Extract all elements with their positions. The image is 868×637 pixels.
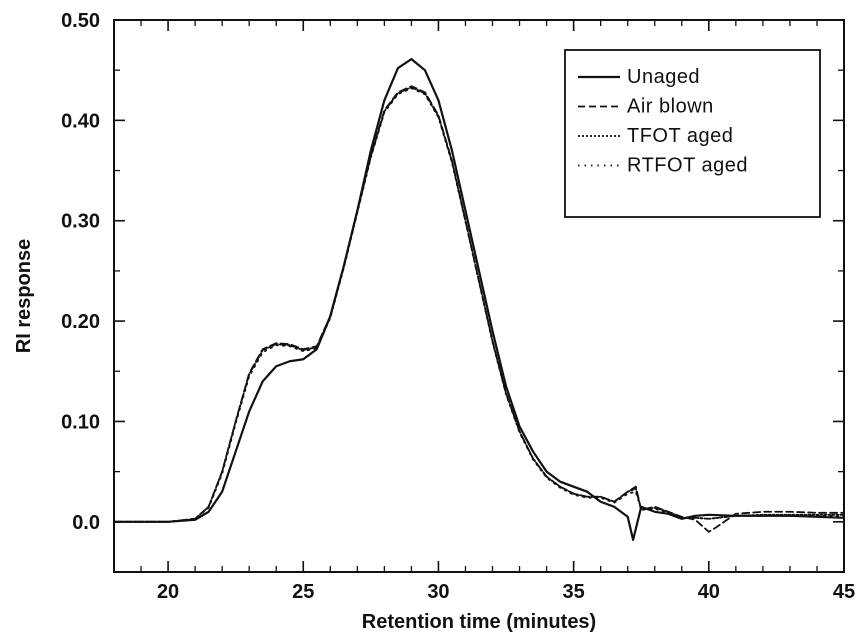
series-line-4	[113, 87, 845, 523]
x-tick-label: 35	[563, 581, 585, 603]
y-tick-label: 0.0	[72, 512, 100, 534]
series-line-1	[112, 58, 846, 541]
x-tick-label: 25	[292, 581, 314, 603]
legend-label-4: RTFOT aged	[627, 155, 748, 177]
y-tick-label: 0.40	[61, 110, 100, 132]
x-tick-label: 30	[427, 581, 449, 603]
series-layer	[112, 58, 846, 541]
y-axis-title: RI response	[13, 239, 35, 353]
axis-tick-labels: 20 25 30 35 40 45 0.0 0.10 0.20 0.30 0.40 0.50	[61, 10, 855, 603]
legend: Unaged Air blown TFOT aged RTFOT aged	[564, 49, 821, 218]
y-tick-label: 0.30	[61, 211, 100, 233]
legend-label-2: Air blown	[627, 96, 714, 118]
y-tick-label: 0.20	[61, 311, 100, 333]
legend-label-1: Unaged	[627, 66, 700, 88]
x-tick-label: 20	[157, 581, 179, 603]
x-axis-title: Retention time (minutes)	[362, 611, 596, 633]
x-tick-label: 45	[833, 581, 855, 603]
legend-label-3: TFOT aged	[627, 125, 733, 147]
y-tick-label: 0.50	[61, 10, 100, 32]
x-tick-label: 40	[698, 581, 720, 603]
series-line-2	[113, 85, 845, 533]
plot-frame	[113, 19, 845, 573]
y-tick-label: 0.10	[61, 411, 100, 433]
axis-ticks	[113, 19, 845, 573]
